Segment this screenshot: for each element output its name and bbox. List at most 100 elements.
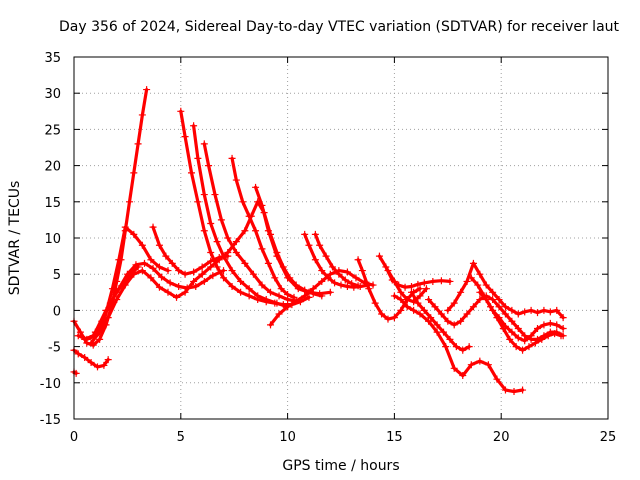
data-point xyxy=(192,283,200,291)
series-arc-17 xyxy=(311,230,362,290)
data-point xyxy=(489,306,497,314)
data-point xyxy=(316,290,324,298)
data-point xyxy=(397,296,405,304)
data-point xyxy=(143,86,151,94)
y-tick-label: -5 xyxy=(48,341,61,356)
data-point xyxy=(318,267,326,275)
data-point xyxy=(207,220,215,228)
data-point xyxy=(241,227,249,235)
series-arc-16 xyxy=(301,230,373,291)
y-tick-label: 15 xyxy=(44,196,61,211)
data-point xyxy=(247,212,255,220)
data-point xyxy=(390,314,398,322)
data-point xyxy=(527,332,535,340)
data-point xyxy=(164,288,172,296)
data-point xyxy=(531,339,539,347)
data-point xyxy=(264,259,272,267)
data-point xyxy=(115,256,123,264)
data-point xyxy=(463,277,471,285)
data-point xyxy=(457,288,465,296)
data-point xyxy=(422,285,430,293)
data-point xyxy=(301,230,309,238)
data-point xyxy=(311,230,319,238)
data-point xyxy=(284,290,292,298)
data-point xyxy=(489,288,497,296)
data-point xyxy=(501,386,509,394)
data-point xyxy=(126,198,134,206)
data-point xyxy=(534,309,542,317)
data-point xyxy=(514,325,522,332)
data-point xyxy=(521,308,529,316)
data-point xyxy=(401,283,409,291)
series-line xyxy=(89,269,204,345)
data-point xyxy=(371,299,379,307)
x-tick-label: 0 xyxy=(70,430,78,445)
data-point xyxy=(324,274,332,282)
data-point xyxy=(275,310,283,318)
data-point xyxy=(239,198,247,206)
data-point xyxy=(198,270,206,278)
data-point xyxy=(113,288,121,296)
series-arc-6 xyxy=(87,267,206,347)
data-point xyxy=(416,310,424,318)
data-point xyxy=(175,283,183,291)
data-point xyxy=(232,176,240,184)
data-point xyxy=(220,274,228,282)
data-point xyxy=(469,259,477,267)
data-point xyxy=(290,293,298,301)
data-point xyxy=(450,364,458,372)
data-point xyxy=(365,285,373,293)
data-point xyxy=(100,361,108,369)
data-point xyxy=(457,317,465,325)
data-point xyxy=(538,335,546,343)
data-point xyxy=(181,133,189,141)
data-point xyxy=(155,241,163,249)
data-point xyxy=(81,353,89,361)
series-line xyxy=(313,232,360,288)
data-point xyxy=(416,285,424,293)
data-point xyxy=(508,317,516,325)
data-point xyxy=(437,277,445,285)
data-point xyxy=(134,140,142,148)
data-point xyxy=(113,296,121,304)
data-point xyxy=(390,292,398,300)
series-arc-26 xyxy=(476,288,567,345)
data-point xyxy=(200,191,208,199)
data-point xyxy=(87,359,95,367)
data-point xyxy=(138,267,146,275)
y-tick-label: 25 xyxy=(44,123,61,138)
data-point xyxy=(508,306,516,314)
data-point xyxy=(181,270,189,278)
data-point xyxy=(506,335,514,343)
series-arc-22 xyxy=(407,288,473,354)
axis-ticks xyxy=(73,56,609,420)
data-point xyxy=(215,256,223,264)
data-point xyxy=(527,306,535,314)
data-point xyxy=(190,268,198,276)
y-tick-label: 35 xyxy=(44,51,61,66)
series-arc-1 xyxy=(70,346,112,371)
data-point xyxy=(138,241,146,249)
data-point xyxy=(194,198,202,206)
data-point xyxy=(414,299,422,307)
data-point xyxy=(258,281,266,289)
data-point xyxy=(175,267,183,275)
data-point xyxy=(534,325,542,332)
data-point xyxy=(403,303,411,311)
data-point xyxy=(540,306,548,314)
data-point xyxy=(228,283,236,291)
data-point xyxy=(292,297,300,305)
data-point xyxy=(140,259,148,267)
data-point xyxy=(326,288,334,296)
data-point xyxy=(544,332,552,340)
data-point xyxy=(284,274,292,282)
data-point xyxy=(420,279,428,287)
data-point xyxy=(427,314,435,322)
data-point xyxy=(476,357,484,365)
x-tick-label: 15 xyxy=(386,430,403,445)
data-point xyxy=(416,292,424,300)
data-point xyxy=(440,328,448,336)
data-point xyxy=(429,277,437,285)
data-point xyxy=(267,321,275,329)
